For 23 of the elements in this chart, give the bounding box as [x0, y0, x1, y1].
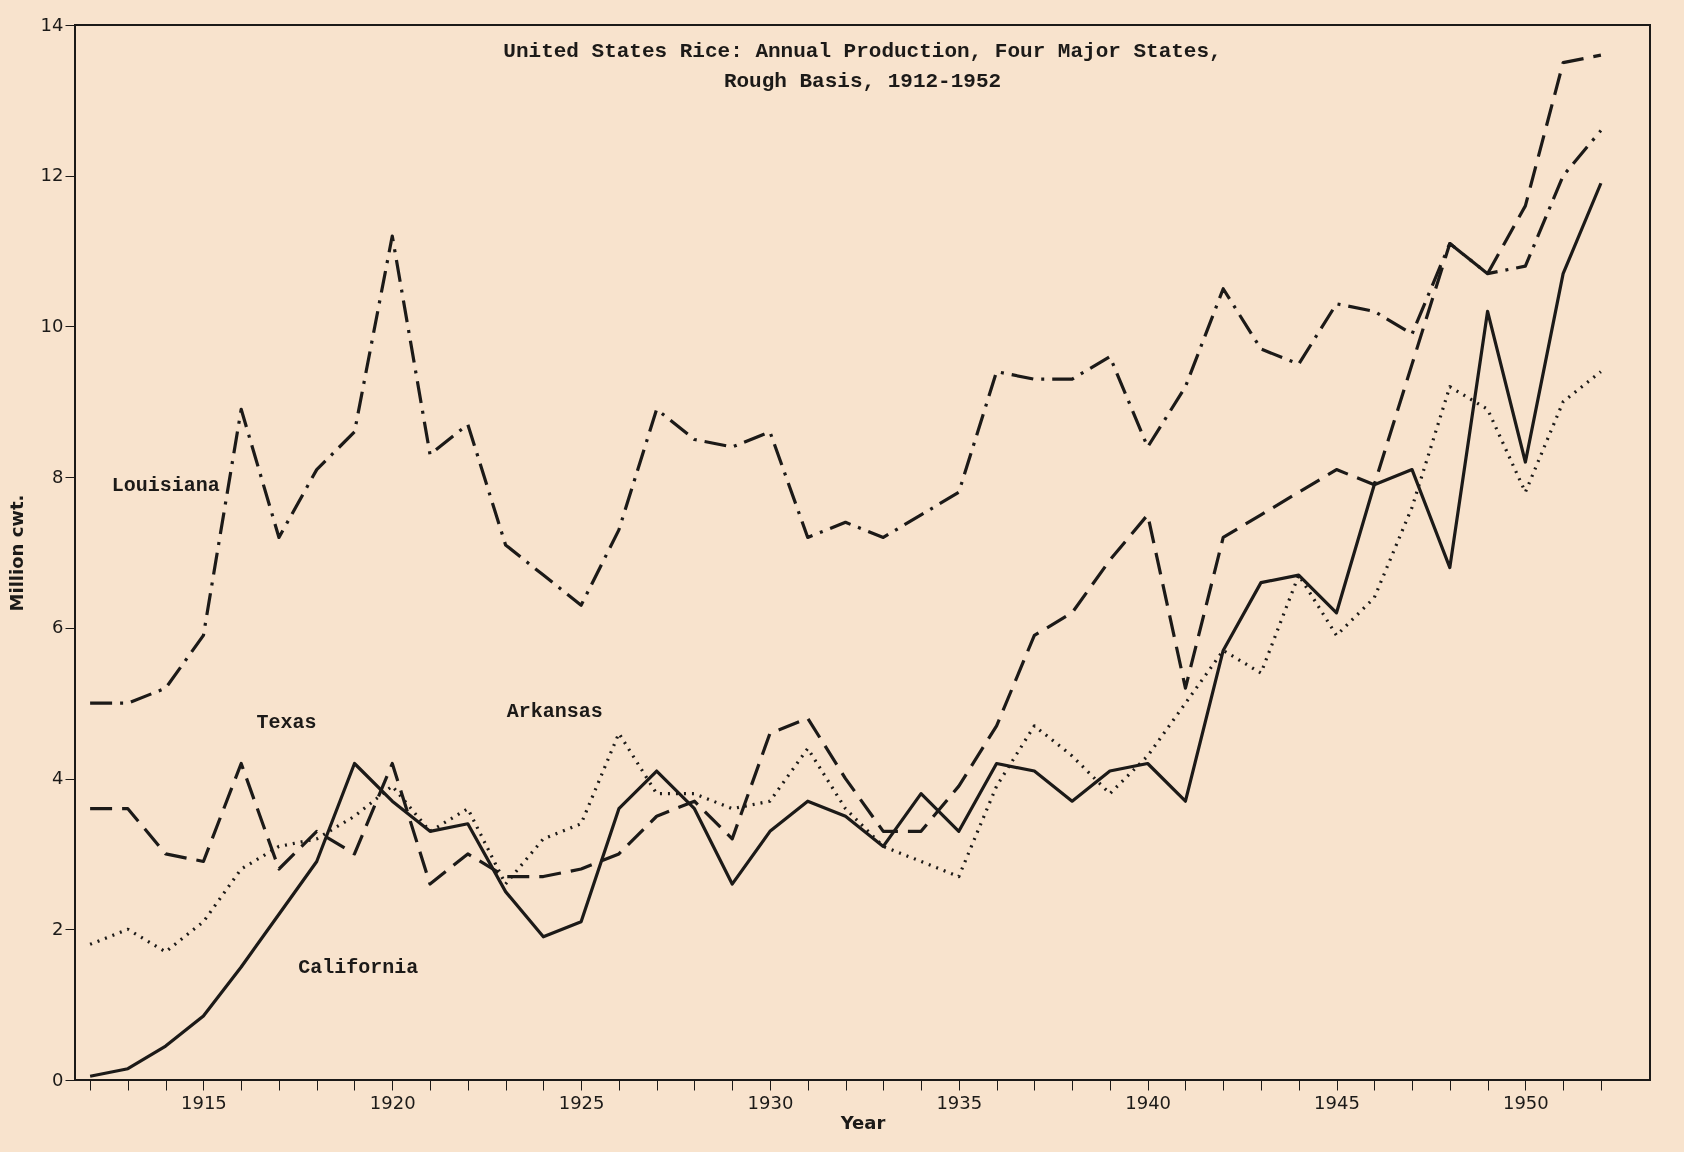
y-tick-label: 14	[40, 13, 64, 35]
y-tick-label: 8	[52, 465, 64, 487]
y-tick-label: 2	[52, 917, 64, 939]
y-axis-title: Million cwt.	[5, 494, 27, 612]
series-label: Louisiana	[111, 473, 220, 497]
y-tick-label: 0	[52, 1068, 64, 1090]
x-tick-label: 1920	[369, 1091, 416, 1113]
y-tick-label: 12	[40, 164, 64, 186]
y-tick-label: 6	[52, 616, 64, 638]
series-label: California	[298, 955, 419, 979]
x-tick-label: 1940	[1125, 1091, 1172, 1113]
y-tick-label: 10	[40, 314, 64, 336]
x-tick-label: 1915	[181, 1091, 227, 1113]
x-tick-label: 1930	[747, 1091, 794, 1113]
series-label: Texas	[256, 711, 317, 735]
x-tick-label: 1945	[1314, 1091, 1360, 1113]
series-label: Arkansas	[506, 699, 603, 723]
x-tick-label: 1925	[558, 1091, 605, 1113]
x-axis-title: Year	[839, 1111, 886, 1133]
x-tick-label: 1950	[1502, 1091, 1549, 1113]
text: United States Rice: Annual Production, Four Major States, Rough Basis, 1912-1952	[503, 40, 1222, 93]
y-tick-label: 4	[52, 767, 64, 789]
x-tick-label: 1935	[936, 1091, 983, 1113]
